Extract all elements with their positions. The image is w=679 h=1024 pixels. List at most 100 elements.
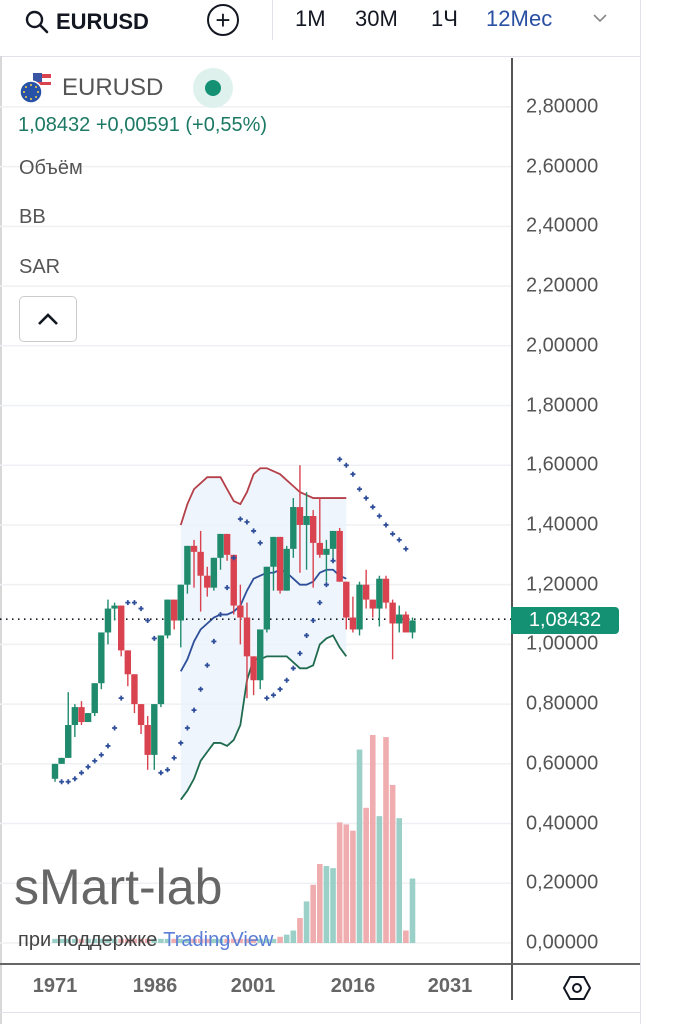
time-axis-label: 2016	[330, 975, 376, 997]
last-price-tag: 1,08432	[511, 607, 619, 634]
price-axis-label: 2,40000	[526, 214, 599, 237]
volume-bar	[290, 930, 297, 943]
volume-bar	[356, 749, 363, 943]
volume-bar	[376, 816, 383, 943]
volume-bar	[297, 918, 303, 943]
timeframe-1h[interactable]: 1Ч	[431, 6, 458, 31]
candle-body	[164, 599, 171, 636]
time-axis-label: 2001	[230, 975, 276, 997]
volume-bar	[91, 938, 98, 943]
time-axis-border	[0, 963, 640, 965]
bollinger-upper-line	[179, 467, 347, 526]
sar-point	[218, 612, 223, 618]
time-axis-label: 2031	[427, 975, 473, 997]
volume-bar	[158, 938, 164, 943]
volume-bar	[317, 863, 323, 943]
volume-bar	[230, 938, 237, 943]
volume-bar	[283, 934, 290, 943]
volume-bar	[144, 938, 151, 943]
watermark-partner: TradingView	[163, 929, 274, 951]
candle-body	[343, 581, 350, 618]
right-margin	[640, 0, 679, 1024]
add-symbol-button[interactable]: +	[207, 4, 239, 36]
market-open-dot-icon	[205, 80, 222, 96]
candle-body	[151, 704, 158, 755]
sar-point	[65, 779, 71, 785]
candle-body	[230, 554, 237, 606]
sar-point	[211, 638, 217, 644]
candle-body	[349, 617, 357, 630]
sar-point	[390, 531, 396, 537]
indicator-bb[interactable]: BB	[19, 206, 46, 228]
price-axis-label: 1,40000	[526, 513, 599, 536]
sar-point	[396, 537, 402, 543]
candle-body	[210, 557, 218, 588]
legend-symbol: EURUSD	[62, 74, 164, 101]
toolbar-divider	[272, 0, 273, 40]
timeframe-30m[interactable]: 30M	[355, 6, 398, 31]
sar-point	[231, 555, 237, 561]
volume-bar	[244, 938, 250, 943]
volume-bar	[65, 938, 72, 943]
market-status-indicator[interactable]	[193, 68, 234, 108]
chart-settings-hexagon-icon[interactable]	[562, 973, 592, 1003]
legend-price-change: 1,08432 +0,00591 (+0,55%)	[18, 114, 268, 136]
sar-point	[78, 770, 84, 776]
indicator-volume[interactable]: Объём	[19, 157, 83, 179]
volume-bar	[177, 938, 184, 943]
watermark-brand: sMart-lab	[14, 859, 223, 915]
price-axis-label: 2,80000	[526, 95, 599, 118]
volume-bar	[52, 938, 58, 943]
symbol-search[interactable]: EURUSD	[24, 6, 149, 38]
price-chart[interactable]	[0, 58, 511, 963]
price-axis-label: 1,80000	[526, 394, 599, 417]
indicator-sar[interactable]: SAR	[19, 256, 61, 278]
sar-point	[277, 686, 283, 692]
candle-body	[137, 704, 145, 726]
sar-point	[376, 513, 382, 519]
candle-body	[177, 584, 184, 621]
volume-bar	[224, 938, 230, 943]
candle-body	[217, 533, 224, 558]
candle-body	[382, 578, 390, 603]
price-axis-label: 1,60000	[526, 453, 599, 476]
sar-point	[72, 776, 78, 782]
price-axis-label: 0,40000	[526, 812, 599, 835]
candle-body	[157, 635, 165, 705]
candle-body	[329, 530, 337, 549]
sar-point	[357, 486, 363, 492]
candle-body	[250, 656, 257, 681]
timeframe-dropdown-chevron-icon[interactable]	[592, 10, 608, 28]
collapse-legend-button[interactable]	[19, 296, 77, 342]
search-icon	[25, 10, 49, 34]
volume-bar	[350, 830, 356, 943]
eurusd-flags-icon	[19, 72, 52, 104]
candle-body	[204, 575, 211, 588]
sar-point	[138, 606, 144, 612]
volume-bar	[250, 938, 257, 943]
candle-body	[389, 602, 396, 624]
volume-bar	[138, 938, 144, 943]
sar-point	[270, 692, 276, 698]
candle-body	[336, 530, 343, 582]
volume-bar	[323, 866, 330, 943]
timeframe-1m[interactable]: 1M	[295, 6, 326, 31]
sar-point	[244, 519, 250, 525]
timeframe-12m[interactable]: 12Мес	[486, 6, 553, 31]
volume-bar	[164, 938, 171, 943]
volume-bar	[78, 938, 85, 943]
price-axis-label: 1,00000	[526, 632, 599, 655]
price-axis-label: 0,00000	[526, 931, 599, 954]
sar-point	[184, 725, 190, 731]
watermark-support: при поддержке TradingView	[18, 929, 273, 952]
volume-bar	[277, 936, 283, 943]
volume-bar	[111, 938, 118, 943]
volume-bar	[191, 938, 197, 943]
sar-point	[98, 752, 104, 758]
top-toolbar: EURUSD + 1M 30M 1Ч 12Мес	[0, 0, 640, 57]
volume-bar	[217, 938, 224, 943]
chevron-up-icon	[38, 313, 58, 325]
candle-body	[356, 584, 363, 630]
candle-body	[197, 551, 204, 576]
candle-body	[243, 617, 251, 657]
